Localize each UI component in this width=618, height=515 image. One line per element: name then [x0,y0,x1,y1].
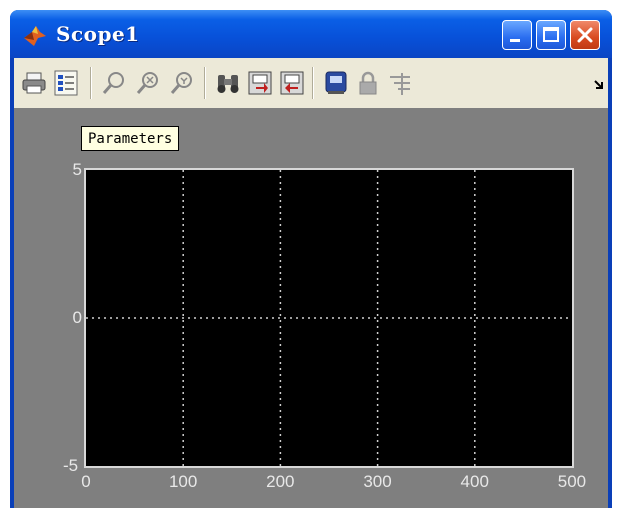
x-tick-label: 100 [168,472,198,491]
signal-selection-icon[interactable] [386,69,414,97]
x-tick-label: 200 [266,472,295,491]
parameters-icon[interactable] [52,69,80,97]
window-title: Scope1 [56,22,140,46]
title-bar[interactable]: Scope1 [10,10,612,58]
toolbar-separator [204,67,206,99]
parameters-tooltip: Parameters [81,126,180,151]
minimize-icon [510,39,520,42]
plot-grid [86,170,572,466]
save-axes-icon[interactable] [246,69,274,97]
minimize-button[interactable] [502,20,532,50]
print-icon[interactable] [20,69,48,97]
maximize-button[interactable] [536,20,566,50]
zoom-x-icon[interactable] [134,69,162,97]
x-tick-label: 400 [460,472,489,491]
x-tick-label: 0 [81,472,91,491]
x-tick-label: 300 [363,472,392,491]
scope-window: Scope1 [10,10,612,508]
toolbar [14,58,608,109]
zoom-y-icon[interactable] [168,69,196,97]
zoom-icon[interactable] [100,69,128,97]
close-icon [577,27,593,43]
restore-axes-icon[interactable] [278,69,306,97]
y-tick-label: -5 [63,456,79,475]
y-tick-label: 5 [72,160,82,179]
dock-arrow-icon[interactable] [592,69,606,97]
x-tick-label: 500 [557,472,587,491]
toolbar-separator [90,67,92,99]
scope-client-area: Parameters 0 100 200 300 400 500 5 0 -5 [14,108,608,508]
lock-icon[interactable] [354,69,382,97]
y-tick-label: 0 [72,308,82,327]
scope-plot-area[interactable] [84,168,574,468]
maximize-icon [543,27,559,42]
autoscale-binoculars-icon[interactable] [214,69,242,97]
close-button[interactable] [570,20,600,50]
toolbar-separator [312,67,314,99]
floating-scope-icon[interactable] [322,69,350,97]
simulink-app-icon [24,26,46,46]
